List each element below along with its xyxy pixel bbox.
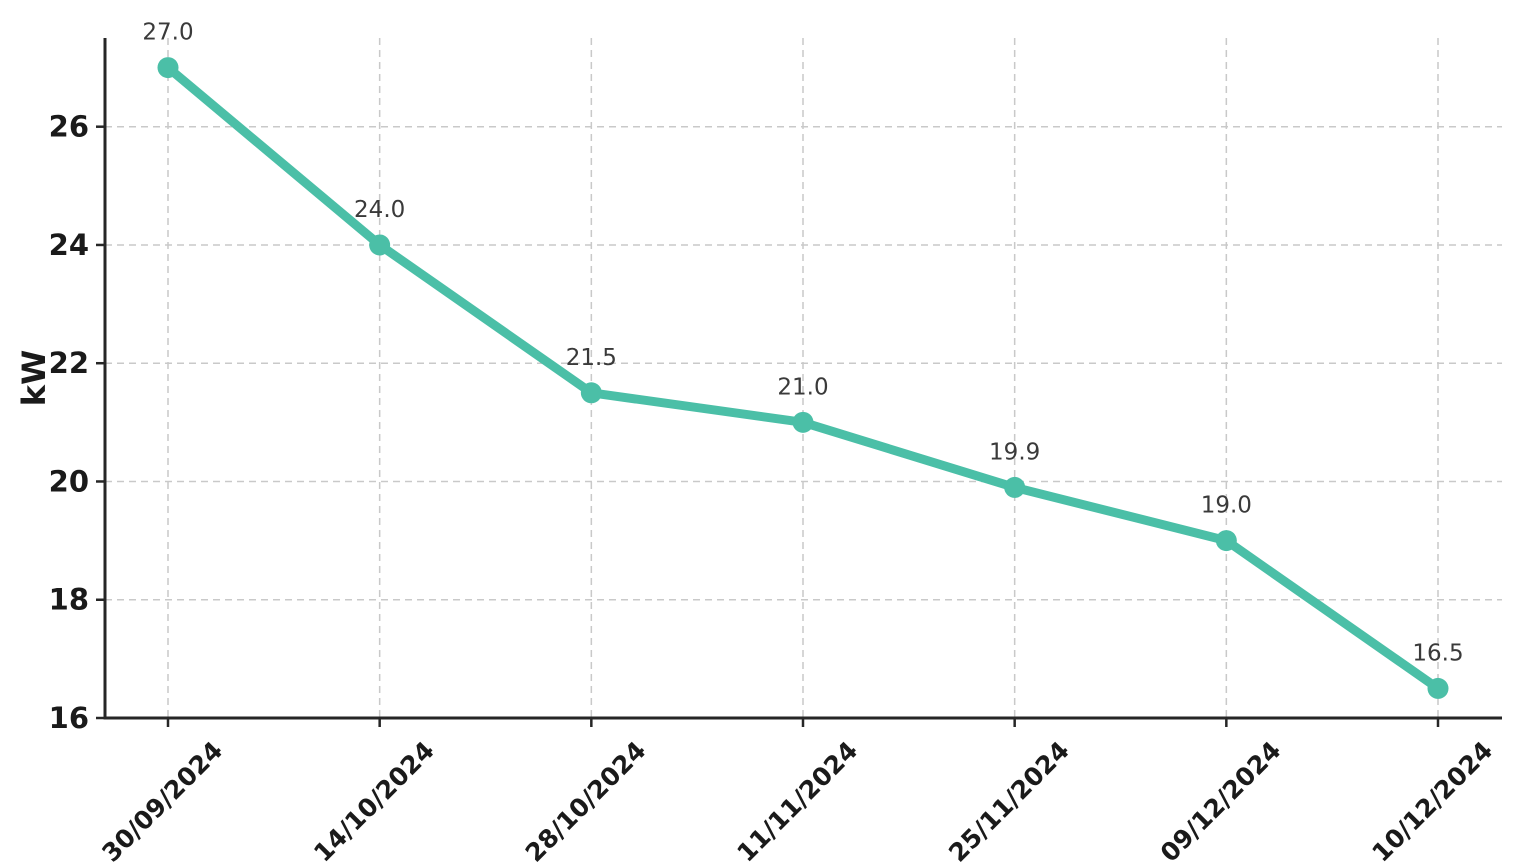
y-tick-label: 16 xyxy=(49,701,89,735)
x-tick-label: 25/11/2024 xyxy=(943,736,1075,868)
data-point-label: 19.9 xyxy=(989,439,1040,465)
data-point-label: 21.5 xyxy=(566,345,617,371)
data-point-marker xyxy=(157,57,179,79)
data-point-label: 27.0 xyxy=(142,20,193,46)
x-tick-label: 11/11/2024 xyxy=(731,736,863,868)
data-point-marker xyxy=(580,382,602,404)
data-point-marker xyxy=(369,234,391,256)
data-point-marker xyxy=(792,411,814,433)
data-point-marker xyxy=(1004,476,1026,498)
y-tick-label: 22 xyxy=(49,346,89,380)
y-tick-label: 18 xyxy=(49,583,89,617)
y-tick-label: 20 xyxy=(49,464,89,498)
x-tick-label: 30/09/2024 xyxy=(96,736,228,868)
x-tick-label: 14/10/2024 xyxy=(308,736,440,868)
y-tick-label: 24 xyxy=(49,228,89,262)
data-point-label: 21.0 xyxy=(777,374,828,400)
x-tick-label: 09/12/2024 xyxy=(1155,736,1287,868)
data-point-marker xyxy=(1427,677,1449,699)
x-tick-label: 28/10/2024 xyxy=(520,736,652,868)
data-point-label: 19.0 xyxy=(1201,493,1252,519)
data-point-label: 24.0 xyxy=(354,197,405,223)
data-point-label: 16.5 xyxy=(1412,640,1463,666)
y-tick-label: 26 xyxy=(49,110,89,144)
x-tick-label: 10/12/2024 xyxy=(1366,736,1498,868)
y-axis-title: kW xyxy=(15,350,53,407)
data-point-marker xyxy=(1215,530,1237,552)
